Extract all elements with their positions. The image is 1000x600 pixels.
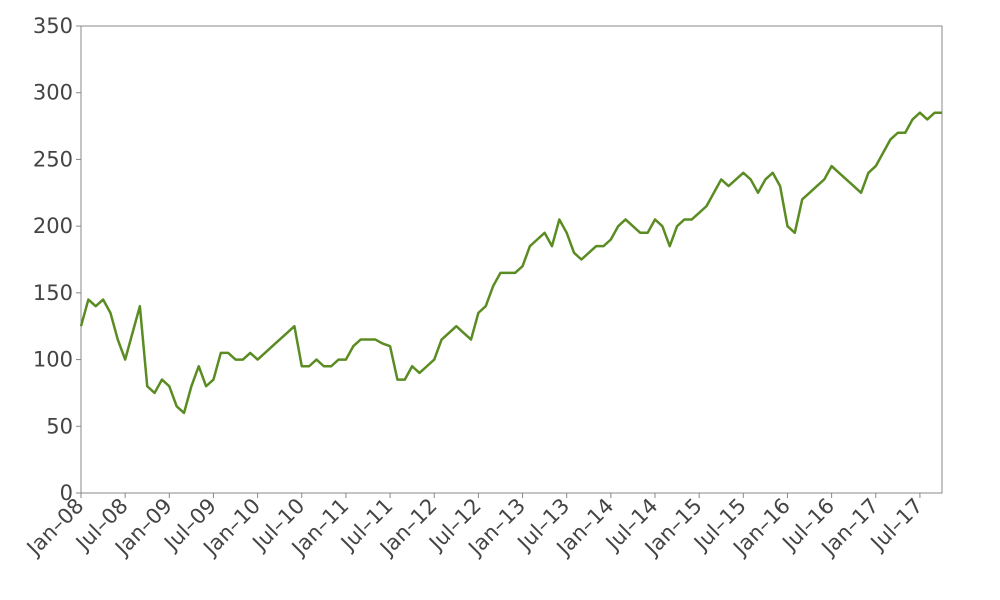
plot-frame [80,25,943,494]
y-tick-label: 150 [33,281,73,305]
x-tick-label: Jan–08 [21,494,89,562]
y-tick-label: 300 [33,81,73,105]
data-line [79,111,942,415]
y-tick-label: 250 [33,147,73,171]
y-tick-label: 0 [60,481,73,505]
y-tick-label: 200 [33,214,73,238]
y-tick-label: 100 [33,348,73,372]
y-tick-label: 50 [46,414,73,438]
y-tick-label: 350 [33,14,73,38]
